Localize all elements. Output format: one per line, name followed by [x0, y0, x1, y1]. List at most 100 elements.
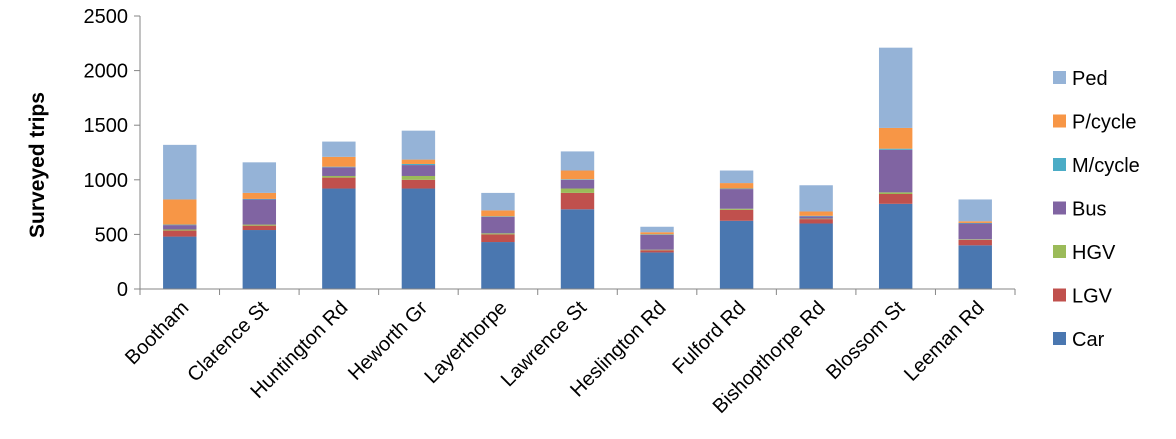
bar-m-cycle-huntington-rd — [322, 166, 356, 168]
x-tick-label: Blossom St — [822, 297, 909, 384]
bar-bus-huntington-rd — [322, 167, 356, 176]
bar-hgv-lawrence-st — [560, 188, 595, 193]
bar-ped-blossom-st — [878, 47, 913, 128]
bar-bus-heworth-gr — [401, 165, 436, 176]
bar-car-lawrence-st — [560, 209, 595, 289]
bar-p-cycle-leeman-rd — [958, 221, 992, 223]
bar-bus-leeman-rd — [958, 223, 992, 240]
bar-bus-heslington-rd — [640, 234, 674, 250]
bar-hgv-leeman-rd — [958, 239, 992, 240]
bar-hgv-clarence-st — [242, 224, 277, 226]
legend-label: P/cycle — [1072, 112, 1136, 134]
legend-label: Ped — [1072, 68, 1108, 90]
bar-ped-leeman-rd — [958, 199, 992, 222]
bar-hgv-bootham — [163, 229, 197, 231]
bar-car-heworth-gr — [401, 188, 436, 289]
bar-ped-fulford-rd — [719, 170, 754, 184]
bar-lgv-lawrence-st — [560, 192, 595, 210]
bar-p-cycle-blossom-st — [878, 127, 913, 149]
bar-m-cycle-heslington-rd — [640, 234, 674, 235]
bar-bus-bootham — [163, 225, 197, 230]
y-tick-label: 1500 — [84, 115, 129, 137]
bar-m-cycle-lawrence-st — [560, 179, 595, 180]
bar-car-bishopthorpe-rd — [799, 223, 833, 289]
bar-lgv-leeman-rd — [958, 239, 992, 246]
bar-p-cycle-lawrence-st — [560, 170, 595, 180]
bar-ped-lawrence-st — [560, 151, 595, 171]
bar-bus-blossom-st — [878, 149, 913, 193]
bar-bus-clarence-st — [242, 199, 277, 225]
bar-car-layerthorpe — [481, 242, 515, 289]
legend-swatch-hgv — [1053, 245, 1066, 258]
bar-lgv-clarence-st — [242, 225, 277, 231]
legend-swatch-bus — [1053, 201, 1066, 215]
bar-lgv-heslington-rd — [640, 250, 674, 253]
bar-lgv-bishopthorpe-rd — [799, 219, 833, 224]
bar-car-clarence-st — [242, 230, 277, 289]
bar-car-fulford-rd — [719, 220, 754, 289]
bar-p-cycle-heslington-rd — [640, 232, 674, 235]
bar-car-leeman-rd — [958, 245, 992, 289]
bar-ped-bootham — [163, 144, 197, 200]
bar-lgv-blossom-st — [878, 193, 913, 204]
legend-label: LGV — [1072, 286, 1113, 308]
bar-hgv-blossom-st — [878, 192, 913, 194]
bar-ped-heworth-gr — [401, 130, 436, 160]
bar-bus-lawrence-st — [560, 179, 595, 189]
bar-hgv-heslington-rd — [640, 249, 674, 251]
bar-p-cycle-bishopthorpe-rd — [799, 211, 833, 216]
bar-ped-clarence-st — [242, 162, 277, 193]
bar-m-cycle-fulford-rd — [719, 188, 754, 190]
y-tick-label: 0 — [117, 279, 128, 301]
bar-hgv-huntington-rd — [322, 175, 356, 178]
bar-m-cycle-layerthorpe — [481, 216, 515, 217]
bars — [163, 47, 992, 289]
bar-ped-bishopthorpe-rd — [799, 185, 833, 212]
y-tick-label: 1000 — [84, 170, 129, 192]
bar-ped-huntington-rd — [322, 141, 356, 157]
legend-label: M/cycle — [1072, 155, 1140, 177]
bar-lgv-bootham — [163, 230, 197, 237]
bar-car-huntington-rd — [322, 188, 356, 289]
bar-lgv-huntington-rd — [322, 177, 356, 189]
bar-m-cycle-bootham — [163, 224, 197, 226]
bar-lgv-layerthorpe — [481, 234, 515, 243]
bar-ped-layerthorpe — [481, 192, 515, 211]
bar-hgv-fulford-rd — [719, 208, 754, 210]
bar-p-cycle-huntington-rd — [322, 156, 356, 167]
bar-hgv-bishopthorpe-rd — [799, 218, 833, 220]
bar-m-cycle-blossom-st — [878, 148, 913, 150]
y-tick-label: 2500 — [84, 6, 129, 28]
bar-lgv-heworth-gr — [401, 179, 436, 189]
legend-swatch-m-cycle — [1053, 158, 1066, 171]
y-axis-ticks: 0 500 1000 1500 2000 2500 — [84, 6, 140, 301]
axes — [139, 16, 1015, 290]
y-axis-label: Surveyed trips — [26, 92, 49, 238]
x-tick-label: Leeman Rd — [900, 297, 989, 386]
bar-bus-bishopthorpe-rd — [799, 216, 833, 219]
bar-p-cycle-layerthorpe — [481, 210, 515, 217]
legend-label: Bus — [1072, 199, 1106, 221]
bar-m-cycle-heworth-gr — [401, 163, 436, 166]
bar-p-cycle-bootham — [163, 199, 197, 225]
bar-car-blossom-st — [878, 203, 913, 289]
bar-hgv-heworth-gr — [401, 175, 436, 180]
legend: Ped P/cycle M/cycle Bus HGV LGV Car — [1053, 68, 1140, 351]
bar-hgv-layerthorpe — [481, 233, 515, 235]
x-tick-label: Bootham — [121, 297, 193, 369]
bar-p-cycle-clarence-st — [242, 192, 277, 199]
bar-m-cycle-bishopthorpe-rd — [799, 215, 833, 217]
legend-label: Car — [1072, 329, 1105, 351]
y-tick-label: 500 — [95, 224, 128, 246]
x-tick-label: Heworth Gr — [344, 297, 432, 385]
bar-bus-layerthorpe — [481, 216, 515, 234]
legend-swatch-ped — [1053, 71, 1066, 84]
bar-car-bootham — [163, 236, 197, 289]
y-tick-label: 2000 — [84, 61, 129, 83]
bar-p-cycle-heworth-gr — [401, 159, 436, 164]
bar-bus-fulford-rd — [719, 189, 754, 209]
legend-swatch-p-cycle — [1053, 114, 1066, 128]
legend-swatch-lgv — [1053, 288, 1066, 302]
